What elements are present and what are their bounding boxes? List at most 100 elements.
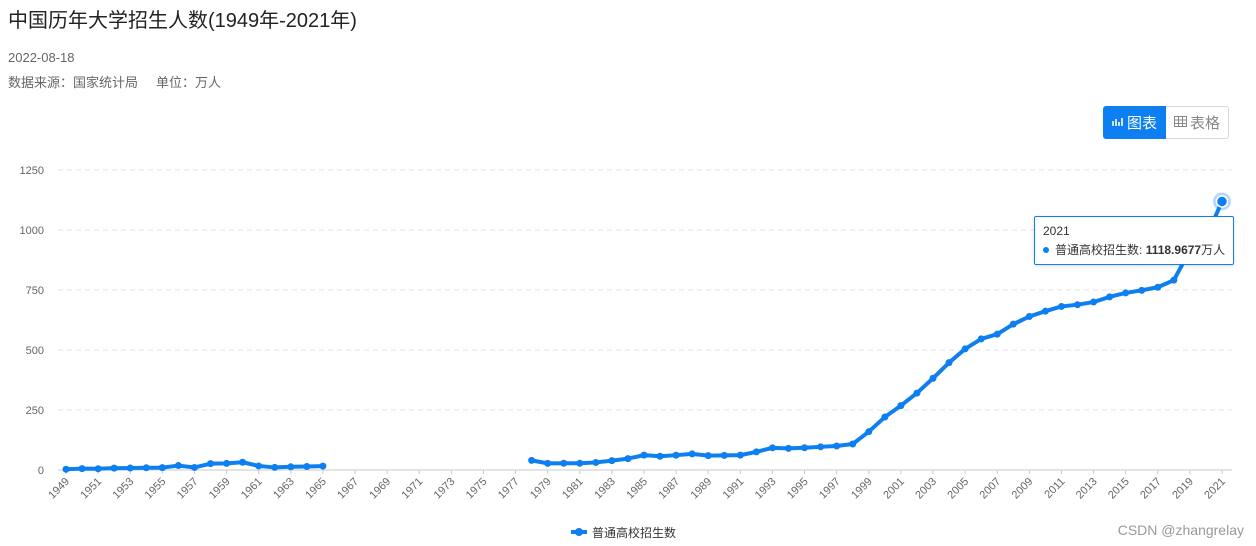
data-point bbox=[640, 451, 648, 459]
data-source: 数据来源：国家统计局 bbox=[8, 75, 139, 90]
x-tick-label: 2007 bbox=[978, 476, 1004, 502]
x-tick-label: 1997 bbox=[817, 476, 843, 502]
data-point bbox=[1106, 293, 1114, 301]
x-tick-label: 2019 bbox=[1170, 476, 1196, 502]
x-tick-label: 1981 bbox=[560, 476, 586, 502]
data-point bbox=[672, 451, 680, 459]
data-point bbox=[1090, 298, 1098, 306]
x-tick-label: 1961 bbox=[239, 476, 265, 502]
data-point bbox=[849, 440, 857, 448]
data-point bbox=[1025, 313, 1033, 321]
x-tick-label: 1965 bbox=[303, 476, 329, 502]
data-point bbox=[961, 345, 969, 353]
x-tick-label: 1959 bbox=[207, 476, 233, 502]
x-tick-label: 2003 bbox=[913, 476, 939, 502]
data-point bbox=[1170, 276, 1178, 284]
data-point bbox=[78, 465, 86, 473]
data-point bbox=[688, 450, 696, 458]
x-tick-label: 1979 bbox=[528, 476, 554, 502]
x-tick-label: 1983 bbox=[592, 476, 618, 502]
data-point bbox=[190, 463, 198, 471]
legend-marker bbox=[575, 528, 583, 536]
y-tick-label: 250 bbox=[26, 405, 44, 417]
tooltip-series-name: 普通高校招生数 bbox=[1055, 243, 1140, 257]
x-tick-label: 1951 bbox=[78, 476, 104, 502]
y-tick-label: 0 bbox=[38, 465, 44, 477]
data-point bbox=[1041, 307, 1049, 315]
source-line: 数据来源：国家统计局 单位：万人 bbox=[8, 72, 221, 91]
highlight-point bbox=[1215, 195, 1229, 208]
data-point bbox=[1122, 289, 1130, 297]
table-view-label: 表格 bbox=[1190, 115, 1221, 132]
data-point bbox=[1154, 283, 1162, 291]
data-point bbox=[255, 462, 263, 470]
data-point bbox=[528, 456, 536, 464]
y-tick-label: 500 bbox=[26, 345, 44, 357]
x-tick-label: 1949 bbox=[46, 476, 72, 502]
data-point bbox=[110, 464, 118, 472]
data-point bbox=[945, 359, 953, 367]
x-tick-label: 1955 bbox=[143, 476, 169, 502]
data-point bbox=[62, 465, 70, 473]
data-point bbox=[303, 462, 311, 470]
data-point bbox=[817, 443, 825, 451]
chart-view-button[interactable]: 图表 bbox=[1103, 106, 1167, 139]
data-point bbox=[608, 457, 616, 465]
data-point bbox=[624, 455, 632, 463]
data-point bbox=[544, 459, 552, 467]
data-point bbox=[833, 442, 841, 450]
table-view-button[interactable]: 表格 bbox=[1166, 106, 1230, 139]
data-point bbox=[752, 448, 760, 456]
x-tick-label: 2013 bbox=[1074, 476, 1100, 502]
data-point bbox=[1074, 301, 1081, 309]
data-point bbox=[801, 444, 809, 452]
data-point bbox=[865, 428, 873, 436]
data-point bbox=[319, 462, 327, 470]
x-tick-label: 1999 bbox=[849, 476, 875, 502]
x-tick-label: 2021 bbox=[1202, 476, 1228, 502]
data-point bbox=[239, 458, 247, 466]
table-grid-icon bbox=[1174, 115, 1188, 130]
chart-view-label: 图表 bbox=[1127, 115, 1158, 132]
y-tick-label: 1250 bbox=[20, 165, 44, 177]
tooltip-row: 普通高校招生数: 1118.9677 万人 bbox=[1043, 241, 1225, 258]
data-point bbox=[1057, 302, 1065, 310]
tooltip-value: 1118.9677 bbox=[1145, 242, 1202, 257]
x-tick-label: 1963 bbox=[271, 476, 297, 502]
data-point bbox=[271, 463, 279, 471]
x-tick-label: 2001 bbox=[881, 476, 907, 502]
y-tick-label: 1000 bbox=[20, 225, 44, 237]
data-point bbox=[174, 462, 182, 470]
data-point bbox=[656, 452, 664, 460]
data-point bbox=[768, 444, 776, 452]
series-dot-icon bbox=[1043, 246, 1049, 253]
tooltip-year: 2021 bbox=[1043, 224, 1070, 238]
data-point bbox=[993, 330, 1001, 338]
x-tick-label: 2011 bbox=[1042, 476, 1067, 501]
data-point bbox=[736, 451, 744, 459]
data-point bbox=[287, 463, 295, 471]
x-tick-label: 1977 bbox=[496, 476, 522, 502]
data-point bbox=[94, 465, 102, 473]
data-point bbox=[1138, 286, 1146, 294]
data-point bbox=[1009, 320, 1017, 328]
x-tick-label: 1973 bbox=[432, 476, 458, 502]
data-point bbox=[592, 458, 600, 466]
view-toggle: 图表 表格 bbox=[1103, 106, 1230, 139]
x-tick-label: 2009 bbox=[1010, 476, 1036, 502]
x-tick-label: 2017 bbox=[1138, 476, 1164, 502]
data-point bbox=[207, 460, 214, 468]
x-tick-label: 1995 bbox=[785, 476, 811, 502]
data-point bbox=[704, 452, 712, 460]
data-point bbox=[158, 464, 166, 472]
y-tick-label: 750 bbox=[26, 285, 44, 297]
watermark: CSDN @zhangrelay bbox=[1117, 522, 1244, 538]
data-point bbox=[929, 374, 937, 382]
x-tick-label: 1987 bbox=[656, 476, 682, 502]
data-point bbox=[897, 402, 905, 410]
data-point bbox=[142, 464, 150, 472]
data-point bbox=[785, 444, 792, 452]
data-point bbox=[560, 459, 568, 467]
x-tick-label: 1967 bbox=[335, 476, 361, 502]
